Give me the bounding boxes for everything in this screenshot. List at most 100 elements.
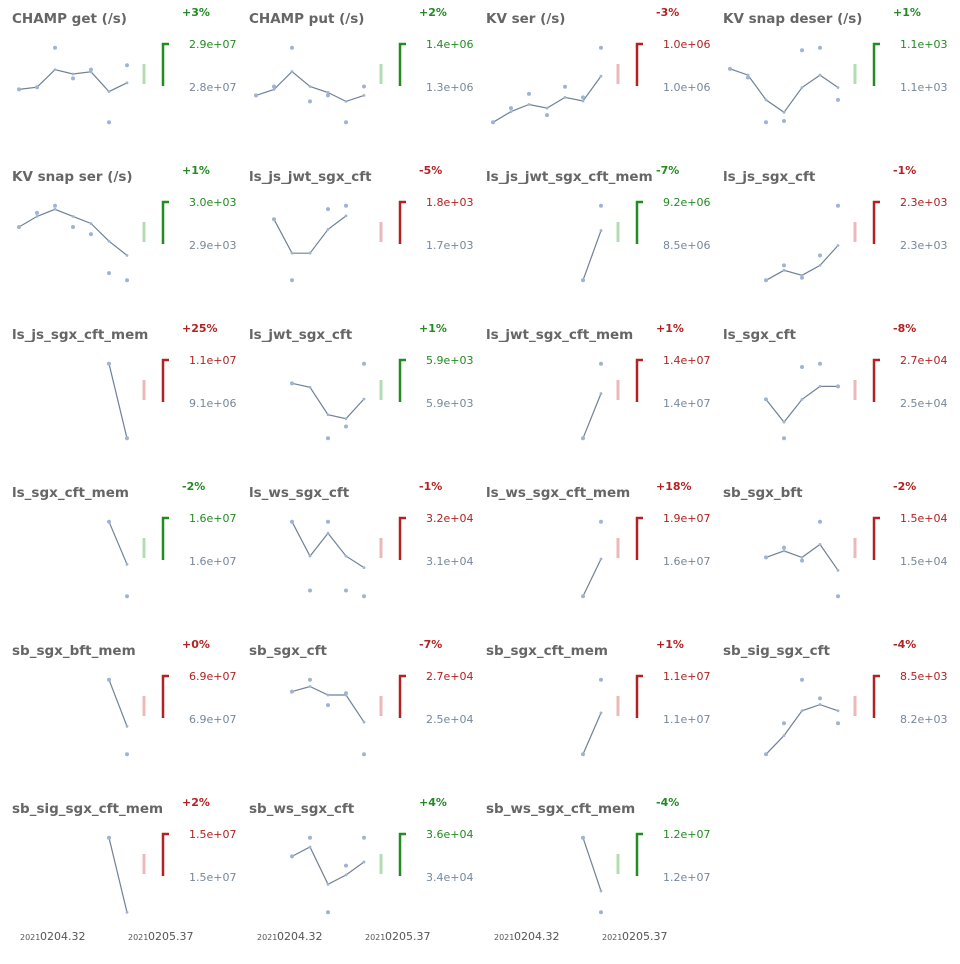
percent-change-label: +1%	[893, 6, 921, 19]
series-line	[108, 837, 128, 913]
percent-change-label: +1%	[656, 638, 684, 651]
data-point	[344, 203, 348, 208]
data-point	[836, 594, 840, 599]
x-tick-prefix: 2021	[257, 933, 277, 942]
value-top-label: 3.0e+03	[189, 196, 236, 209]
panel-title: CHAMP get (/s)	[12, 11, 127, 27]
percent-change-label: -4%	[656, 796, 679, 809]
value-bottom-label: 1.2e+07	[663, 871, 710, 884]
line-point	[818, 385, 822, 388]
line-point	[125, 724, 129, 728]
data-point	[308, 835, 312, 840]
data-point	[836, 721, 840, 726]
value-top-label: 2.3e+03	[900, 196, 947, 209]
value-bottom-label: 2.5e+04	[426, 713, 473, 726]
data-point	[782, 119, 786, 124]
change-bracket	[398, 832, 406, 876]
series-line	[273, 215, 347, 254]
data-point	[290, 278, 294, 283]
change-bracket	[161, 832, 169, 876]
value-top-label: 1.2e+07	[663, 828, 710, 841]
series-line	[291, 846, 365, 886]
data-point	[782, 721, 786, 726]
line-point	[308, 554, 312, 558]
x-tick-prefix: 2021	[365, 933, 385, 942]
data-point	[800, 558, 804, 563]
line-point	[581, 594, 585, 598]
value-top-label: 1.4e+07	[663, 354, 710, 367]
x-tick-prefix: 2021	[128, 933, 148, 942]
chart-panel: sb_sgx_cft 2.7e+04 2.5e+04 -7%	[249, 638, 473, 757]
x-tick-label: 0205.37	[148, 930, 194, 943]
percent-change-label: -2%	[893, 480, 916, 493]
data-point	[362, 752, 366, 757]
value-top-label: 6.9e+07	[189, 670, 236, 683]
percent-change-label: -8%	[893, 322, 916, 335]
line-point	[344, 693, 348, 697]
chart-panel: sb_sgx_bft_mem 6.9e+07 6.9e+07 +0%	[12, 638, 236, 757]
panel-title: ls_ws_sgx_cft	[249, 485, 350, 501]
percent-change-label: -7%	[656, 164, 679, 177]
x-tick-prefix: 2021	[20, 933, 40, 942]
line-point	[818, 73, 822, 77]
data-point	[800, 364, 804, 369]
data-point	[35, 210, 39, 215]
data-point	[308, 588, 312, 593]
chart-panel: sb_sgx_cft_mem 1.1e+07 1.1e+07 +1%	[486, 638, 710, 757]
data-point	[326, 436, 330, 441]
value-top-label: 5.9e+03	[426, 354, 473, 367]
series-line	[765, 385, 838, 424]
line-point	[362, 94, 366, 97]
panel-title: ls_js_jwt_sgx_cft	[249, 169, 372, 185]
percent-change-label: +4%	[419, 796, 447, 809]
data-point	[563, 84, 567, 89]
data-point	[107, 120, 111, 125]
line-point	[308, 685, 312, 688]
percent-change-label: +25%	[182, 322, 218, 335]
value-bottom-label: 1.5e+07	[189, 871, 236, 884]
value-top-label: 1.8e+03	[426, 196, 473, 209]
value-bottom-label: 5.9e+03	[426, 397, 473, 410]
panel-title: KV snap ser (/s)	[12, 169, 133, 185]
panel-title: sb_sig_sgx_cft	[723, 643, 831, 659]
line-point	[545, 106, 549, 110]
line-point	[599, 74, 603, 78]
change-bracket	[872, 358, 880, 402]
chart-panel: KV ser (/s) 1.0e+06 1.0e+06 -3%	[486, 6, 710, 125]
line-point	[344, 417, 348, 421]
panel-title: KV snap deser (/s)	[723, 11, 862, 27]
line-point	[344, 100, 348, 103]
line-point	[764, 555, 768, 559]
data-point	[818, 45, 822, 50]
line-point	[581, 99, 585, 103]
change-bracket	[635, 358, 643, 402]
line-point	[362, 860, 366, 864]
chart-panel: KV snap ser (/s) 3.0e+03 2.9e+03 +1%	[12, 164, 236, 283]
change-bracket	[398, 358, 406, 402]
line-point	[728, 67, 732, 71]
data-point	[782, 545, 786, 550]
series-line	[108, 363, 128, 439]
data-point	[509, 106, 513, 111]
chart-panel: ls_ws_sgx_cft 3.2e+04 3.1e+04 -1%	[249, 480, 473, 599]
series-line	[291, 521, 365, 569]
value-top-label: 1.5e+07	[189, 828, 236, 841]
series-line	[582, 230, 602, 281]
data-point	[362, 361, 366, 366]
line-point	[107, 678, 111, 682]
value-top-label: 1.6e+07	[189, 512, 236, 525]
line-point	[599, 392, 603, 395]
percent-change-label: -7%	[419, 638, 442, 651]
data-point	[326, 207, 330, 212]
line-point	[71, 214, 75, 218]
value-top-label: 2.7e+04	[900, 354, 947, 367]
line-point	[308, 85, 312, 88]
line-point	[599, 229, 603, 232]
line-point	[107, 239, 111, 243]
data-point	[746, 75, 750, 80]
series-line	[582, 393, 602, 439]
data-point	[272, 84, 276, 89]
line-point	[290, 70, 294, 73]
value-top-label: 1.1e+07	[663, 670, 710, 683]
line-point	[35, 214, 39, 218]
